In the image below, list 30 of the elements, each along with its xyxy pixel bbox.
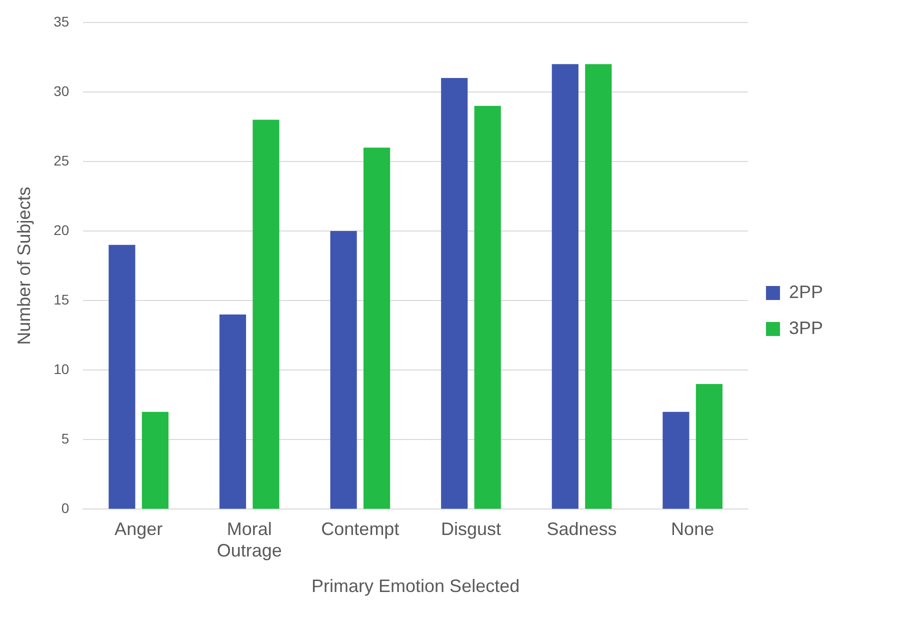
y-tick-label: 20	[54, 222, 70, 238]
x-tick-label: Anger	[114, 518, 163, 539]
bar	[108, 244, 136, 509]
y-tick-label: 30	[54, 82, 70, 99]
y-tick-label: 35	[54, 13, 70, 30]
x-axis-title: Primary Emotion Selected	[312, 576, 520, 596]
x-tick-label: None	[671, 518, 714, 539]
y-tick-label: 25	[54, 152, 70, 168]
bar	[142, 412, 168, 509]
x-tick-label: Contempt	[321, 518, 400, 539]
y-tick-label: 15	[54, 291, 70, 308]
x-tick-label: Moral Outrage	[216, 518, 282, 561]
bar	[219, 314, 246, 509]
y-tick-label: 10	[54, 360, 70, 377]
y-tick-label: 0	[61, 500, 70, 516]
legend-label: 3PP	[788, 318, 824, 338]
x-tick-label: Disgust	[440, 518, 501, 539]
x-tick-label: Sadness	[546, 518, 617, 539]
bar	[696, 384, 722, 509]
bar	[364, 148, 390, 509]
y-axis-title: Number of Subjects	[14, 186, 34, 345]
bar	[252, 120, 280, 509]
bar	[552, 64, 578, 509]
bar	[441, 78, 468, 509]
bar	[585, 64, 612, 509]
bar	[330, 231, 357, 509]
y-tick-label: 5	[61, 430, 70, 447]
bar	[474, 106, 501, 509]
legend-label: 2PP	[788, 282, 824, 302]
bar	[662, 412, 690, 509]
